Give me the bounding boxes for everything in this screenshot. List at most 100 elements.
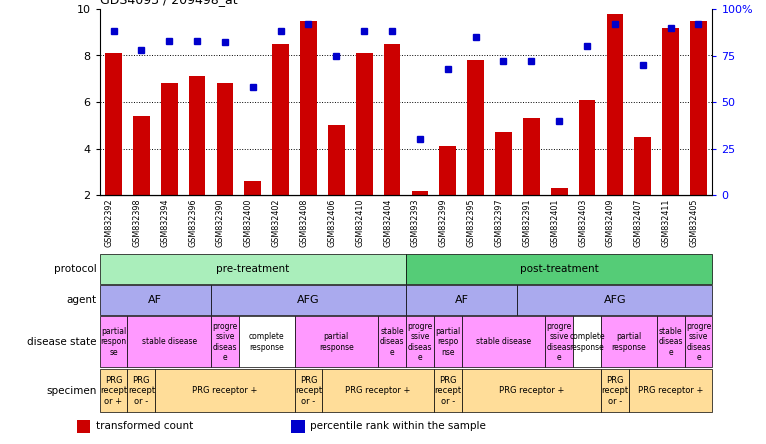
Bar	[295, 369, 322, 412]
Text: stable disease: stable disease	[142, 337, 197, 346]
Bar	[406, 254, 712, 284]
Bar	[127, 316, 211, 368]
Bar	[322, 369, 434, 412]
Text: PRG receptor +: PRG receptor +	[192, 386, 257, 395]
Bar	[406, 316, 434, 368]
Text: progre
ssive
diseas
e: progre ssive diseas e	[686, 322, 711, 362]
Bar	[188, 76, 205, 195]
Text: GSM832407: GSM832407	[633, 198, 643, 247]
Text: specimen: specimen	[47, 386, 97, 396]
Text: partial
response: partial response	[611, 332, 647, 352]
Text: GSM832390: GSM832390	[216, 198, 225, 247]
Bar	[133, 116, 149, 195]
Text: partial
respon
se: partial respon se	[100, 327, 126, 357]
Bar	[406, 285, 517, 315]
Text: GSM832400: GSM832400	[244, 198, 253, 246]
Bar	[517, 285, 712, 315]
Text: percentile rank within the sample: percentile rank within the sample	[310, 421, 486, 431]
Text: pre-treatment: pre-treatment	[216, 264, 290, 274]
Text: GSM832394: GSM832394	[160, 198, 169, 247]
Bar	[601, 369, 629, 412]
Bar	[328, 126, 345, 195]
Bar	[685, 316, 712, 368]
Bar	[467, 60, 484, 195]
Text: PRG receptor +: PRG receptor +	[345, 386, 411, 395]
Bar	[127, 369, 155, 412]
Text: complete
response: complete response	[249, 332, 284, 352]
Bar	[462, 369, 601, 412]
Text: transformed count: transformed count	[96, 421, 193, 431]
Bar	[607, 14, 624, 195]
Text: GSM832403: GSM832403	[578, 198, 587, 246]
Text: PRG receptor +: PRG receptor +	[638, 386, 703, 395]
Bar	[100, 369, 127, 412]
Bar	[434, 316, 462, 368]
Bar	[690, 20, 707, 195]
Bar	[578, 100, 595, 195]
Text: GSM832406: GSM832406	[327, 198, 336, 246]
Text: progre
ssive
diseas
e: progre ssive diseas e	[408, 322, 433, 362]
Text: GSM832396: GSM832396	[188, 198, 197, 247]
Text: progre
ssive
diseas
e: progre ssive diseas e	[212, 322, 237, 362]
Bar	[495, 132, 512, 195]
Text: GSM832395: GSM832395	[466, 198, 476, 247]
Text: disease state: disease state	[28, 337, 97, 347]
Text: AFG: AFG	[604, 295, 626, 305]
Text: progre
ssive
diseas
e: progre ssive diseas e	[547, 322, 571, 362]
Bar	[272, 44, 289, 195]
Text: stable
diseas
e: stable diseas e	[658, 327, 683, 357]
Bar	[634, 137, 651, 195]
Text: partial
response: partial response	[319, 332, 354, 352]
Text: GSM832392: GSM832392	[104, 198, 113, 247]
Text: PRG receptor +: PRG receptor +	[499, 386, 564, 395]
Text: partial
respo
nse: partial respo nse	[435, 327, 460, 357]
Bar	[629, 369, 712, 412]
Text: GSM832398: GSM832398	[133, 198, 142, 247]
Bar	[378, 316, 406, 368]
Text: protocol: protocol	[54, 264, 97, 274]
Text: GSM832411: GSM832411	[662, 198, 670, 246]
Bar	[100, 285, 211, 315]
Text: GSM832404: GSM832404	[383, 198, 392, 246]
Bar	[211, 285, 406, 315]
Bar	[551, 188, 568, 195]
Text: complete
response: complete response	[569, 332, 605, 352]
Bar	[105, 53, 122, 195]
Bar	[656, 316, 685, 368]
Bar	[239, 316, 295, 368]
Bar	[663, 28, 679, 195]
Text: AFG: AFG	[297, 295, 319, 305]
Text: GSM832391: GSM832391	[522, 198, 532, 247]
Bar	[161, 83, 178, 195]
Text: agent: agent	[67, 295, 97, 305]
Text: GDS4093 / 209498_at: GDS4093 / 209498_at	[100, 0, 237, 6]
Text: PRG
recept
or -: PRG recept or -	[434, 376, 461, 406]
Bar	[244, 182, 261, 195]
Bar	[77, 420, 90, 433]
Text: stable disease: stable disease	[476, 337, 531, 346]
Text: GSM832393: GSM832393	[411, 198, 420, 247]
Text: GSM832399: GSM832399	[439, 198, 448, 247]
Bar	[434, 369, 462, 412]
Text: post-treatment: post-treatment	[520, 264, 598, 274]
Bar	[100, 254, 406, 284]
Text: GSM832401: GSM832401	[550, 198, 559, 246]
Bar	[411, 191, 428, 195]
Bar	[211, 316, 239, 368]
Text: PRG
recept
or +: PRG recept or +	[100, 376, 127, 406]
Text: AF: AF	[455, 295, 469, 305]
Bar	[573, 316, 601, 368]
Bar	[295, 316, 378, 368]
Text: PRG
recept
or -: PRG recept or -	[601, 376, 628, 406]
Bar	[291, 420, 305, 433]
Text: GSM832408: GSM832408	[300, 198, 309, 246]
Text: GSM832397: GSM832397	[495, 198, 503, 247]
Text: GSM832409: GSM832409	[606, 198, 615, 247]
Bar	[384, 44, 401, 195]
Bar	[523, 119, 540, 195]
Bar	[440, 147, 456, 195]
Text: stable
diseas
e: stable diseas e	[380, 327, 404, 357]
Bar	[100, 316, 127, 368]
Bar	[545, 316, 573, 368]
Bar	[601, 316, 656, 368]
